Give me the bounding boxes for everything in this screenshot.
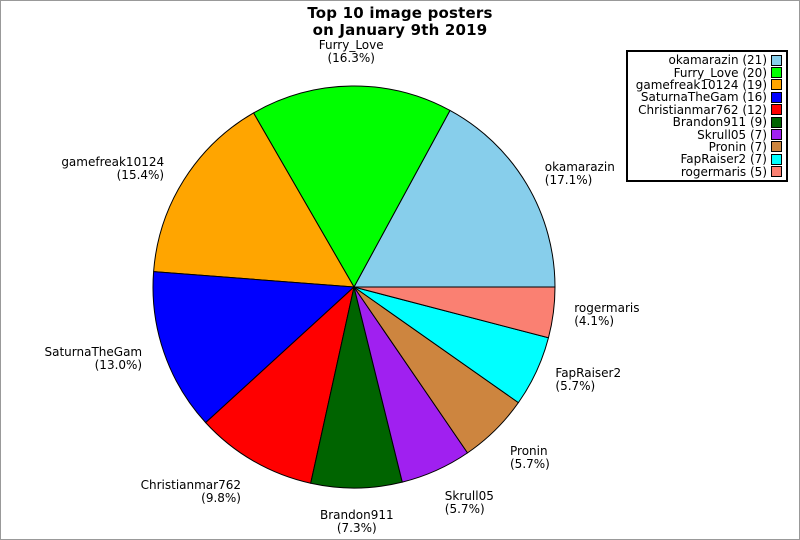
slice-label-name: Christianmar762 — [140, 478, 241, 493]
legend-item-label: FapRaiser2 (7) — [680, 152, 767, 167]
legend-item-okamarazin: okamarazin (21) — [636, 54, 782, 66]
pie-slice-SaturnaTheGam — [152, 271, 355, 424]
chart-title-line2: on January 9th 2019 — [312, 21, 488, 39]
legend-item-label: okamarazin (21) — [668, 53, 767, 68]
legend-item-label: Brandon911 (9) — [672, 115, 767, 130]
slice-label-Christianmar762: Christianmar762 (9.8%) — [141, 479, 241, 505]
legend-item-label: gamefreak10124 (19) — [635, 77, 767, 92]
slice-label-percent: (17.1%) — [544, 172, 593, 187]
legend-item-rogermaris: rogermaris (5) — [636, 166, 782, 178]
legend-color-swatch — [771, 153, 782, 165]
legend-item-gamefreak10124: gamefreak10124 (19) — [636, 79, 782, 91]
slice-label-FapRaiser2: FapRaiser2 (5.7%) — [555, 367, 621, 393]
slice-label-name: Skrull05 — [444, 488, 494, 503]
legend-item-label: Skrull05 (7) — [697, 127, 767, 142]
legend-color-swatch — [771, 54, 782, 66]
legend: okamarazin (21) Furry_Love (20) gamefreak1… — [625, 50, 788, 182]
slice-label-name: SaturnaTheGam — [44, 345, 143, 360]
legend-item-label: Furry_Love (20) — [673, 65, 767, 80]
slice-label-percent: (5.7%) — [510, 457, 550, 471]
slice-label-percent: (4.1%) — [574, 314, 615, 329]
legend-item-Pronin: Pronin (7) — [636, 141, 782, 153]
legend-color-swatch — [771, 166, 782, 178]
legend-color-swatch — [771, 141, 782, 153]
slice-label-name: gamefreak10124 — [61, 154, 165, 169]
legend-item-Brandon911: Brandon911 (9) — [636, 116, 782, 128]
slice-label-name: FapRaiser2 — [555, 366, 622, 381]
slice-label-percent: (9.8%) — [201, 491, 241, 506]
slice-label-percent: (5.7%) — [444, 501, 485, 516]
legend-item-label: Christianmar762 (12) — [638, 102, 767, 117]
slice-label-name: Furry_Love — [318, 38, 384, 52]
slice-label-Brandon911: Brandon911 (7.3%) — [257, 509, 457, 535]
pie-slice-Furry_Love — [253, 85, 451, 288]
slice-label-percent: (16.3%) — [327, 51, 375, 65]
slice-label-name: okamarazin — [544, 159, 615, 174]
slice-label-percent: (7.3%) — [336, 521, 377, 535]
legend-item-Christianmar762: Christianmar762 (12) — [636, 104, 782, 116]
slice-label-Skrull05: Skrull05 (5.7%) — [444, 488, 494, 516]
pie-slice-rogermaris — [353, 286, 556, 339]
legend-color-swatch — [771, 129, 782, 141]
legend-item-Skrull05: Skrull05 (7) — [636, 127, 782, 142]
slice-label-okamarazin: okamarazin (17.1%) — [544, 159, 615, 187]
slice-label-SaturnaTheGam: SaturnaTheGam (13.0%) — [44, 346, 142, 372]
slice-label-name: rogermaris — [574, 301, 640, 316]
pie-slice-gamefreak10124 — [153, 112, 355, 288]
pie-slice-okamarazin — [353, 109, 556, 288]
slice-label-Pronin: Pronin (5.7%) — [510, 445, 550, 471]
legend-item-label: Pronin (7) — [708, 139, 767, 154]
slice-label-rogermaris: rogermaris (4.1%) — [574, 302, 639, 328]
slice-label-percent: (15.4%) — [116, 167, 165, 182]
legend-color-swatch — [771, 116, 782, 128]
legend-item-Furry_Love: Furry_Love (20) — [636, 65, 782, 80]
chart-title: Top 10 image posters on January 9th 2019 — [1, 5, 799, 39]
legend-item-SaturnaTheGam: SaturnaTheGam (16) — [636, 91, 782, 103]
legend-item-label: rogermaris (5) — [680, 164, 767, 179]
chart-title-line1: Top 10 image posters — [307, 4, 493, 22]
slice-label-percent: (5.7%) — [555, 379, 596, 394]
slice-label-name: Brandon911 — [320, 508, 394, 522]
slice-label-gamefreak10124: gamefreak10124 (15.4%) — [61, 154, 165, 182]
legend-color-swatch — [771, 91, 782, 103]
legend-color-swatch — [771, 67, 782, 79]
slice-label-percent: (13.0%) — [94, 358, 143, 373]
slice-label-name: Pronin — [510, 444, 548, 458]
legend-color-swatch — [771, 79, 782, 91]
legend-item-label: SaturnaTheGam (16) — [640, 90, 767, 105]
legend-item-FapRaiser2: FapRaiser2 (7) — [636, 153, 782, 165]
slice-label-Furry_Love: Furry_Love (16.3%) — [251, 39, 451, 65]
pie-slice-Christianmar762 — [205, 286, 355, 484]
legend-color-swatch — [771, 104, 782, 116]
